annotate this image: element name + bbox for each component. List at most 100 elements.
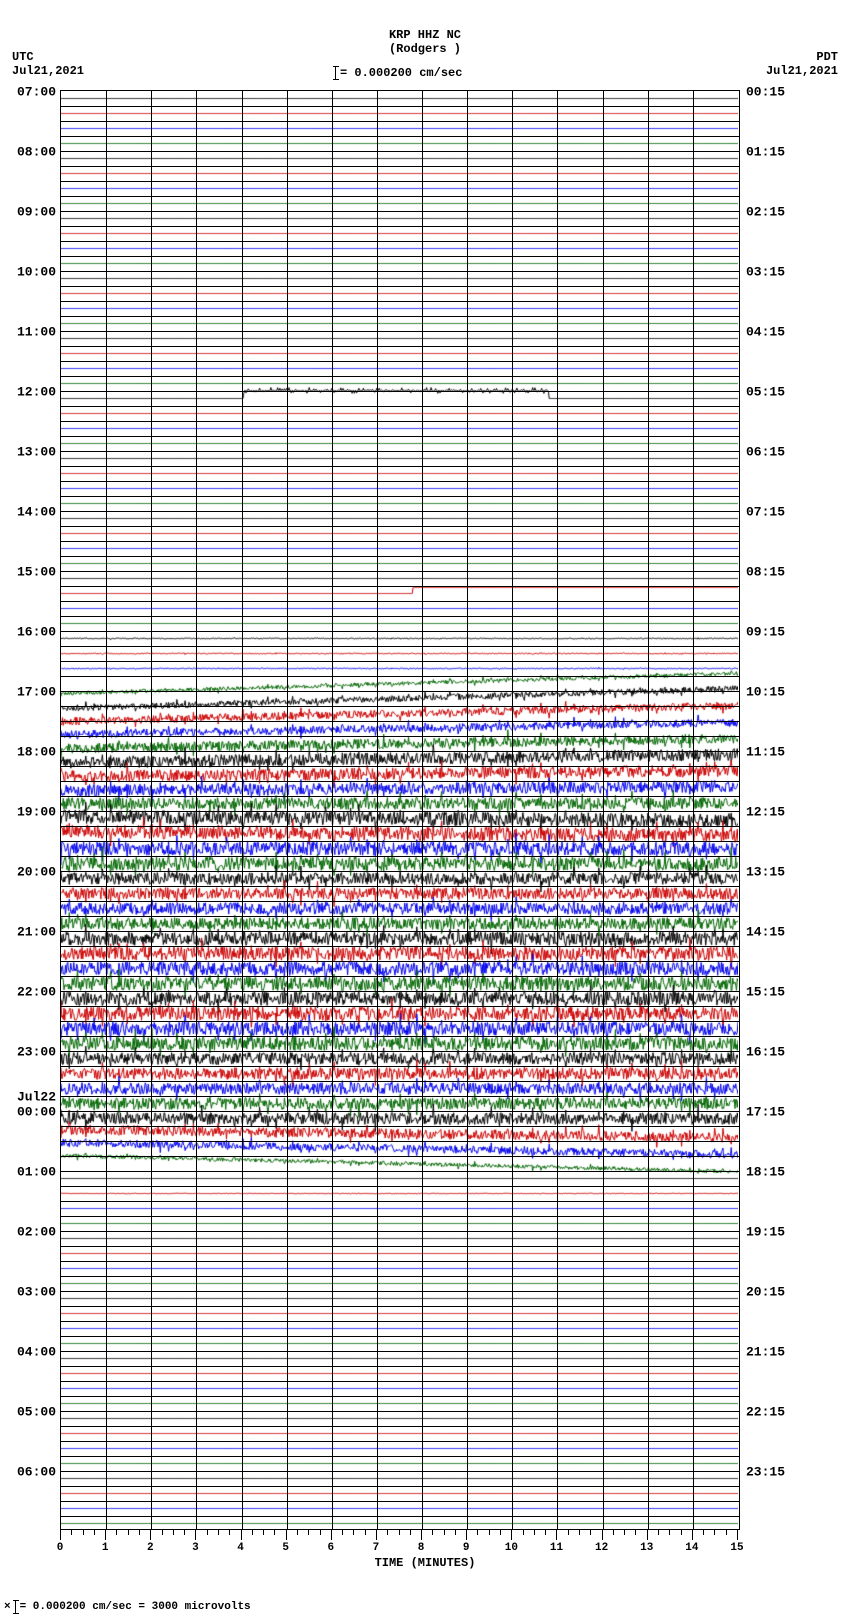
- gridline-h: [61, 1111, 739, 1112]
- y-label-left: 18:00: [17, 746, 56, 759]
- gridline-h: [61, 931, 739, 932]
- tick-major: [421, 1530, 422, 1540]
- y-label-right: 00:15: [746, 86, 785, 99]
- gridline-h: [61, 556, 739, 557]
- date-left: Jul21,2021: [12, 64, 84, 78]
- gridline-h: [61, 1366, 739, 1367]
- gridline-h: [61, 1081, 739, 1082]
- station-subtitle: (Rodgers ): [0, 42, 850, 56]
- gridline-h: [61, 1351, 739, 1352]
- tick-minor: [71, 1530, 72, 1535]
- gridline-v: [512, 91, 513, 1529]
- x-tick-label: 0: [57, 1542, 64, 1554]
- gridline-h: [61, 436, 739, 437]
- gridline-h: [61, 1141, 739, 1142]
- gridline-h: [61, 151, 739, 152]
- gridline-h: [61, 841, 739, 842]
- gridline-h: [61, 481, 739, 482]
- header-left: UTC Jul21,2021: [12, 50, 84, 78]
- date-right: Jul21,2021: [766, 64, 838, 78]
- x-tick-label: 8: [418, 1542, 425, 1554]
- x-tick-label: 7: [373, 1542, 380, 1554]
- gridline-h: [61, 211, 739, 212]
- gridline-h: [61, 1321, 739, 1322]
- gridline-h: [61, 181, 739, 182]
- x-tick-label: 6: [327, 1542, 334, 1554]
- tick-major: [105, 1530, 106, 1540]
- gridline-h: [61, 1021, 739, 1022]
- y-label-left: 09:00: [17, 206, 56, 219]
- header-right: PDT Jul21,2021: [766, 50, 838, 78]
- y-label-right: 10:15: [746, 686, 785, 699]
- tick-minor: [173, 1530, 174, 1535]
- gridline-h: [61, 406, 739, 407]
- gridline-h: [61, 751, 739, 752]
- tick-minor: [658, 1530, 659, 1535]
- gridline-h: [61, 421, 739, 422]
- tick-minor: [320, 1530, 321, 1535]
- y-label-left: 06:00: [17, 1466, 56, 1479]
- y-label-left: 01:00: [17, 1166, 56, 1179]
- x-tick-label: 15: [730, 1542, 743, 1554]
- tick-minor: [229, 1530, 230, 1535]
- gridline-h: [61, 541, 739, 542]
- y-label-left: 21:00: [17, 926, 56, 939]
- gridline-h: [61, 451, 739, 452]
- y-label-left: 22:00: [17, 986, 56, 999]
- gridline-h: [61, 1261, 739, 1262]
- y-label-left: 12:00: [17, 386, 56, 399]
- y-label-right: 08:15: [746, 566, 785, 579]
- x-axis-ticks: [60, 1530, 740, 1548]
- tick-minor: [365, 1530, 366, 1535]
- gridline-h: [61, 316, 739, 317]
- gridline-h: [61, 1411, 739, 1412]
- y-label-right: 03:15: [746, 266, 785, 279]
- gridline-h: [61, 301, 739, 302]
- tick-minor: [342, 1530, 343, 1535]
- y-label-right: 05:15: [746, 386, 785, 399]
- tick-major: [511, 1530, 512, 1540]
- gridline-h: [61, 1186, 739, 1187]
- tick-major: [195, 1530, 196, 1540]
- tick-major: [241, 1530, 242, 1540]
- y-label-left: 17:00: [17, 686, 56, 699]
- gridline-h: [61, 256, 739, 257]
- tick-minor: [207, 1530, 208, 1535]
- y-label-left: 15:00: [17, 566, 56, 579]
- tick-minor: [353, 1530, 354, 1535]
- gridline-h: [61, 1306, 739, 1307]
- y-label-right: 14:15: [746, 926, 785, 939]
- tick-minor: [590, 1530, 591, 1535]
- gridline-h: [61, 976, 739, 977]
- y-label-left: 03:00: [17, 1286, 56, 1299]
- gridline-h: [61, 196, 739, 197]
- gridline-v: [287, 91, 288, 1529]
- tick-minor: [128, 1530, 129, 1535]
- x-tick-label: 5: [282, 1542, 289, 1554]
- y-label-left: 00:00: [17, 1106, 56, 1119]
- tick-minor: [613, 1530, 614, 1535]
- tick-minor: [534, 1530, 535, 1535]
- tick-minor: [579, 1530, 580, 1535]
- gridline-h: [61, 706, 739, 707]
- y-label-right: 13:15: [746, 866, 785, 879]
- gridline-v: [196, 91, 197, 1529]
- tick-minor: [726, 1530, 727, 1535]
- tick-minor: [500, 1530, 501, 1535]
- y-label-left: 02:00: [17, 1226, 56, 1239]
- gridline-h: [61, 136, 739, 137]
- gridline-h: [61, 886, 739, 887]
- gridline-h: [61, 811, 739, 812]
- tick-minor: [669, 1530, 670, 1535]
- gridline-h: [61, 391, 739, 392]
- gridline-h: [61, 121, 739, 122]
- tick-minor: [218, 1530, 219, 1535]
- tick-minor: [703, 1530, 704, 1535]
- gridline-v: [557, 91, 558, 1529]
- x-tick-label: 11: [550, 1542, 563, 1554]
- y-label-left: 10:00: [17, 266, 56, 279]
- gridline-h: [61, 1471, 739, 1472]
- y-label-right: 09:15: [746, 626, 785, 639]
- x-tick-label: 10: [505, 1542, 518, 1554]
- gridline-h: [61, 1426, 739, 1427]
